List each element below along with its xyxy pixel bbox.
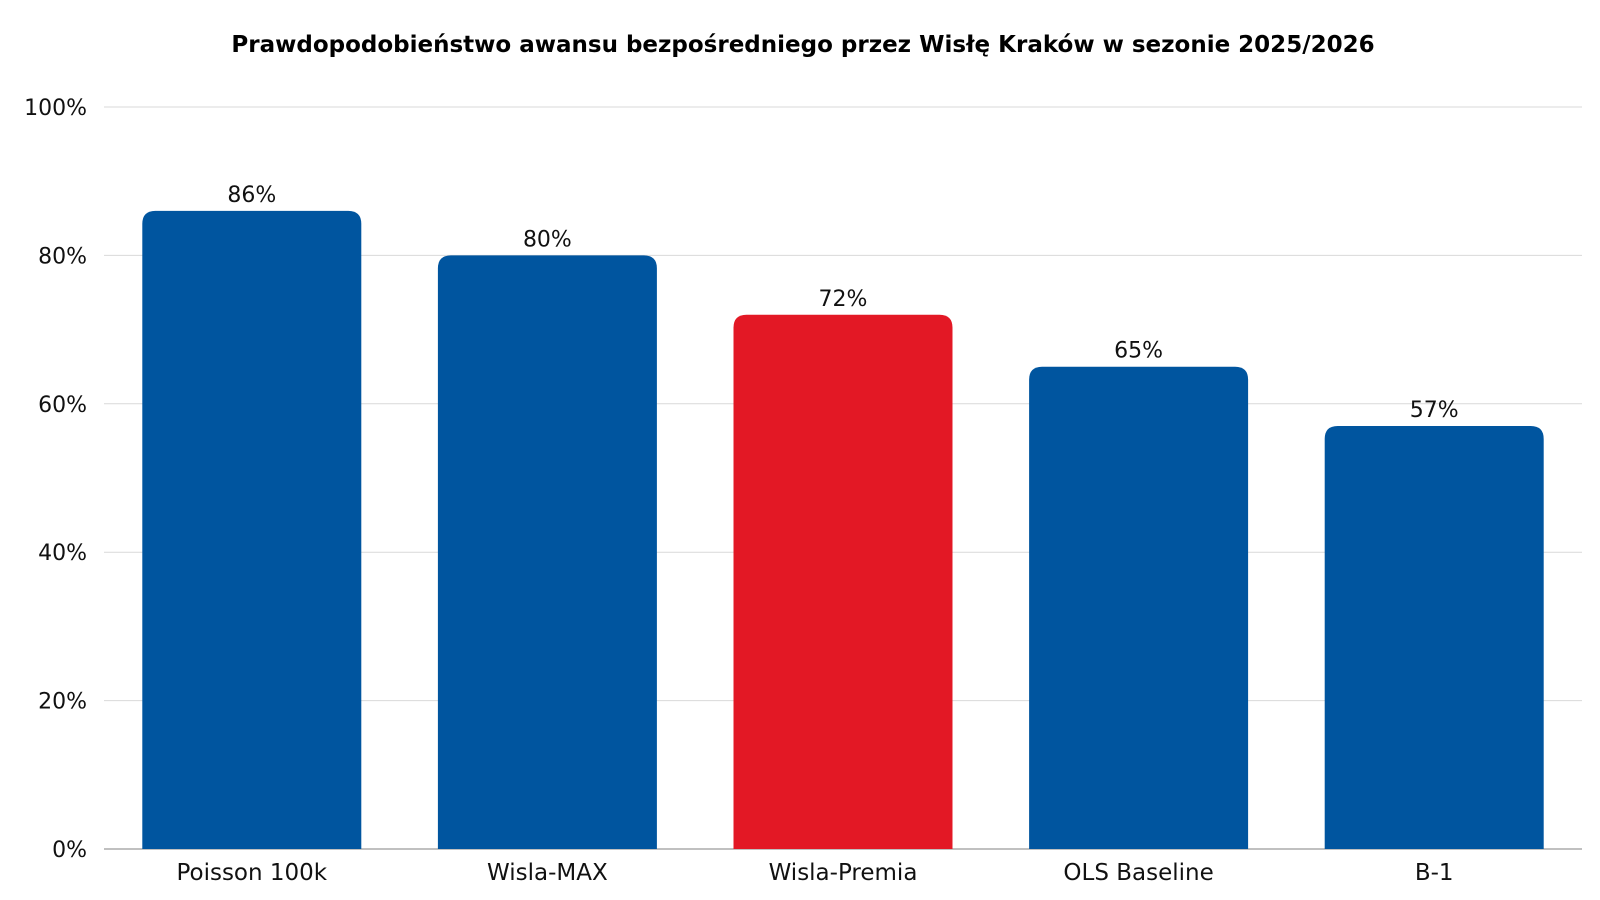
data-label: 86%	[227, 183, 276, 208]
bar-ols-baseline	[1029, 366, 1249, 849]
bars	[142, 210, 1544, 849]
bar-wisla-premia	[733, 314, 953, 849]
data-label: 65%	[1114, 339, 1163, 364]
x-category-label: Poisson 100k	[176, 860, 327, 886]
data-labels: 86% 80% 72% 65% 57%	[227, 183, 1458, 423]
y-tick-label: 20%	[38, 690, 87, 715]
x-axis-labels: Poisson 100k Wisla-MAX Wisla-Premia OLS Bas…	[176, 860, 1453, 886]
y-tick-label: 80%	[38, 244, 87, 269]
x-category-label: Wisla-Premia	[769, 860, 918, 886]
y-tick-label: 40%	[38, 541, 87, 566]
x-category-label: OLS Baseline	[1063, 860, 1213, 886]
bar-b-1	[1324, 426, 1544, 849]
bar-poisson-100k	[142, 210, 362, 849]
chart-title: Prawdopodobieństwo awansu bezpośredniego…	[231, 32, 1374, 58]
y-tick-label: 0%	[52, 838, 87, 863]
data-label: 57%	[1410, 398, 1459, 423]
bar-wisla-max	[437, 255, 657, 849]
y-tick-label: 60%	[38, 393, 87, 418]
data-label: 80%	[523, 227, 572, 252]
y-axis-ticks: 0% 20% 40% 60% 80% 100%	[24, 96, 87, 863]
y-tick-label: 100%	[24, 96, 87, 121]
x-category-label: Wisla-MAX	[487, 860, 608, 886]
data-label: 72%	[819, 287, 868, 312]
x-category-label: B-1	[1415, 860, 1454, 886]
